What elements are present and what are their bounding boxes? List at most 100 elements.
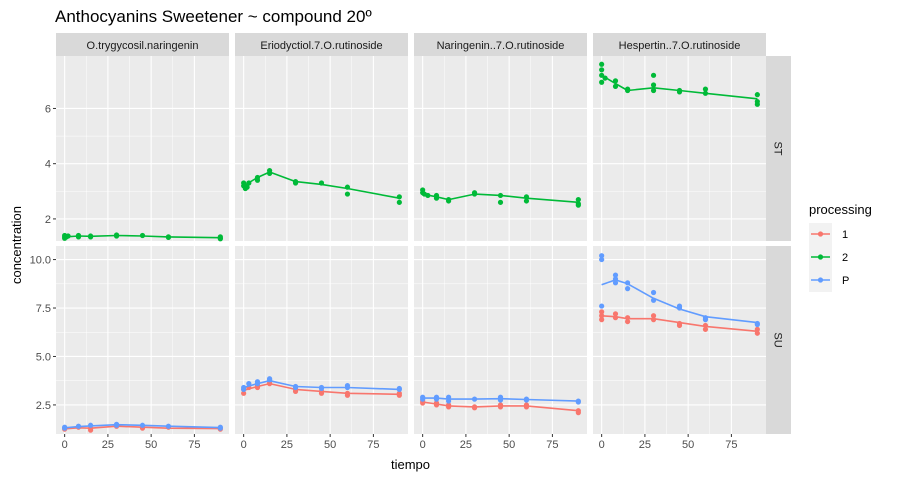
facet-strip-label: Hespertin..7.O.rutinoside [619, 40, 741, 52]
data-point-2 [244, 184, 250, 190]
x-tick-label: 75 [725, 439, 737, 451]
x-tick-label: 50 [145, 439, 157, 451]
x-tick-label: 0 [62, 439, 68, 451]
data-point-P [246, 381, 252, 387]
data-point-2 [650, 82, 657, 88]
data-point-2 [523, 198, 530, 204]
data-point-2 [650, 87, 657, 94]
data-point-2 [602, 75, 608, 81]
x-tick-label: 0 [241, 439, 247, 451]
row-strip [766, 56, 791, 241]
panel-background [235, 246, 408, 434]
data-point-2 [676, 89, 683, 95]
data-point-P [75, 423, 82, 429]
data-point-2 [396, 199, 402, 205]
data-point-2 [254, 177, 261, 183]
data-point-P [625, 280, 631, 286]
data-point-P [676, 305, 683, 311]
data-point-P [292, 383, 299, 390]
data-point-2 [344, 191, 351, 197]
data-point-P [420, 396, 426, 402]
data-point-P [754, 321, 760, 328]
data-point-2 [139, 232, 146, 239]
data-point-2 [702, 86, 709, 92]
data-point-2 [599, 72, 605, 78]
data-point-2 [497, 199, 504, 205]
data-point-P [446, 398, 452, 404]
data-point-1 [612, 311, 619, 317]
data-point-1 [599, 309, 605, 315]
data-point-2 [575, 196, 581, 203]
x-tick-label: 50 [682, 439, 694, 451]
data-point-2 [575, 202, 581, 208]
y-tick-label: 2 [45, 214, 51, 226]
data-point-P [217, 425, 223, 431]
data-point-2 [497, 192, 504, 199]
data-point-2 [217, 236, 223, 242]
data-point-1 [575, 410, 581, 416]
data-point-1 [88, 427, 94, 433]
data-point-2 [75, 234, 82, 240]
data-point-P [471, 396, 478, 402]
data-point-P [612, 276, 619, 282]
y-tick-label: 5.0 [36, 351, 51, 363]
panel-background [414, 56, 587, 241]
data-point-1 [433, 400, 440, 406]
legend-label: 2 [842, 252, 848, 264]
data-point-P [650, 297, 657, 303]
data-point-P [497, 397, 504, 403]
data-point-2 [425, 192, 431, 199]
data-point-1 [754, 330, 760, 336]
data-point-1 [676, 322, 683, 329]
data-point-2 [650, 72, 657, 78]
legend: processing 1 2 P [809, 202, 872, 292]
data-point-2 [396, 194, 402, 200]
data-point-P [523, 397, 530, 403]
data-point-P [165, 423, 172, 429]
y-tick-label: 2.5 [36, 400, 51, 412]
data-point-1 [625, 318, 631, 325]
panel-background [56, 246, 229, 434]
data-point-2 [612, 83, 619, 89]
legend-label: 1 [842, 229, 848, 241]
row-strip-label: ST [772, 141, 784, 155]
data-point-2 [446, 196, 452, 203]
data-point-2 [523, 194, 530, 200]
data-point-2 [754, 101, 760, 107]
data-point-1 [599, 317, 605, 323]
data-point-1 [612, 315, 619, 321]
data-point-P [599, 303, 605, 309]
facet-strip [414, 33, 587, 56]
data-point-P [575, 399, 581, 405]
data-point-P [241, 384, 247, 391]
data-point-1 [702, 322, 709, 329]
data-point-1 [650, 313, 657, 319]
x-tick-label: 75 [367, 439, 379, 451]
panel-background [235, 56, 408, 241]
y-axis-title: concentration [9, 206, 24, 284]
panel-background [56, 56, 229, 241]
data-point-P [702, 317, 709, 323]
x-tick-label: 25 [639, 439, 651, 451]
data-point-2 [246, 180, 252, 186]
data-point-1 [702, 326, 709, 332]
legend-title: processing [809, 202, 872, 217]
data-point-P [446, 394, 452, 400]
row-strip-label: SU [772, 332, 784, 347]
x-tick-label: 25 [102, 439, 114, 451]
data-point-1 [650, 317, 657, 323]
data-point-1 [523, 404, 530, 410]
data-point-P [650, 289, 657, 296]
data-point-1 [497, 404, 504, 410]
data-point-P [62, 425, 68, 431]
data-point-2 [599, 61, 605, 67]
data-point-2 [612, 78, 619, 84]
x-tick-label: 25 [460, 439, 472, 451]
data-point-2 [754, 92, 760, 98]
data-point-2 [599, 67, 605, 73]
x-axis-title: tiempo [391, 457, 430, 472]
facet-strip [235, 33, 408, 56]
data-point-P [396, 385, 402, 392]
data-point-P [139, 422, 146, 428]
